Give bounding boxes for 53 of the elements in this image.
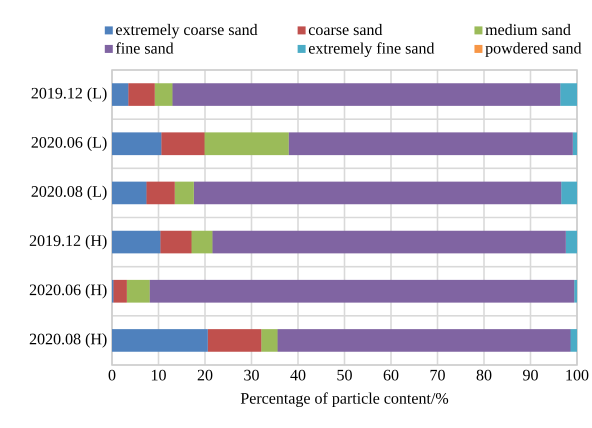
bar — [160, 230, 192, 254]
x-tick-label: 60 — [384, 370, 398, 380]
bar — [150, 280, 574, 303]
x-tick-label: 100 — [566, 370, 588, 380]
bar — [126, 280, 150, 303]
bar — [112, 182, 146, 204]
x-axis-title: Percentage of particle content/% — [240, 392, 448, 408]
bar — [194, 182, 562, 204]
bar — [278, 329, 570, 352]
bar — [174, 182, 194, 204]
legend-label: powdered sand — [485, 42, 582, 57]
bar — [561, 182, 578, 204]
bar — [566, 230, 578, 254]
x-tick-label: 80 — [476, 370, 492, 380]
bar — [288, 132, 573, 156]
y-tick-label: 2020.08 (H) — [30, 333, 107, 348]
y-tick-label: 2020.06 (L) — [32, 136, 107, 152]
bar — [192, 230, 212, 254]
bar — [112, 329, 208, 352]
y-tick-label: 2019.12 (L) — [32, 87, 107, 102]
bar — [572, 132, 578, 156]
legend-label: fine sand — [116, 42, 174, 54]
bar — [154, 83, 172, 106]
bar — [112, 83, 128, 106]
bar — [574, 280, 578, 303]
bar — [208, 329, 262, 352]
x-tick-label: 10 — [152, 370, 166, 380]
bar — [146, 182, 175, 204]
bar — [204, 132, 289, 156]
y-tick-label: 2019.12 (H) — [30, 234, 107, 250]
bar — [261, 329, 278, 352]
x-tick-label: 30 — [244, 370, 259, 380]
bar — [560, 83, 578, 106]
legend-label: coarse sand — [308, 24, 382, 36]
x-tick-label: 90 — [523, 370, 538, 380]
x-tick-label: 40 — [290, 370, 306, 380]
bar — [112, 230, 160, 254]
bar — [128, 83, 155, 106]
bar — [212, 230, 566, 254]
x-tick-label: 0 — [108, 370, 116, 380]
legend-label: extremely coarse sand — [116, 24, 258, 38]
bar — [113, 280, 127, 303]
legend-label: medium sand — [485, 24, 571, 36]
y-tick-label: 2020.06 (H) — [30, 284, 107, 299]
y-tick-label: 2020.08 (L) — [32, 186, 107, 200]
bar — [172, 83, 560, 106]
x-tick-label: 70 — [430, 370, 445, 380]
x-tick-label: 50 — [337, 370, 352, 380]
bar — [112, 132, 162, 156]
legend-label: extremely fine sand — [308, 42, 434, 58]
bar — [570, 329, 578, 352]
bar — [161, 132, 205, 156]
x-tick-label: 20 — [198, 370, 212, 380]
